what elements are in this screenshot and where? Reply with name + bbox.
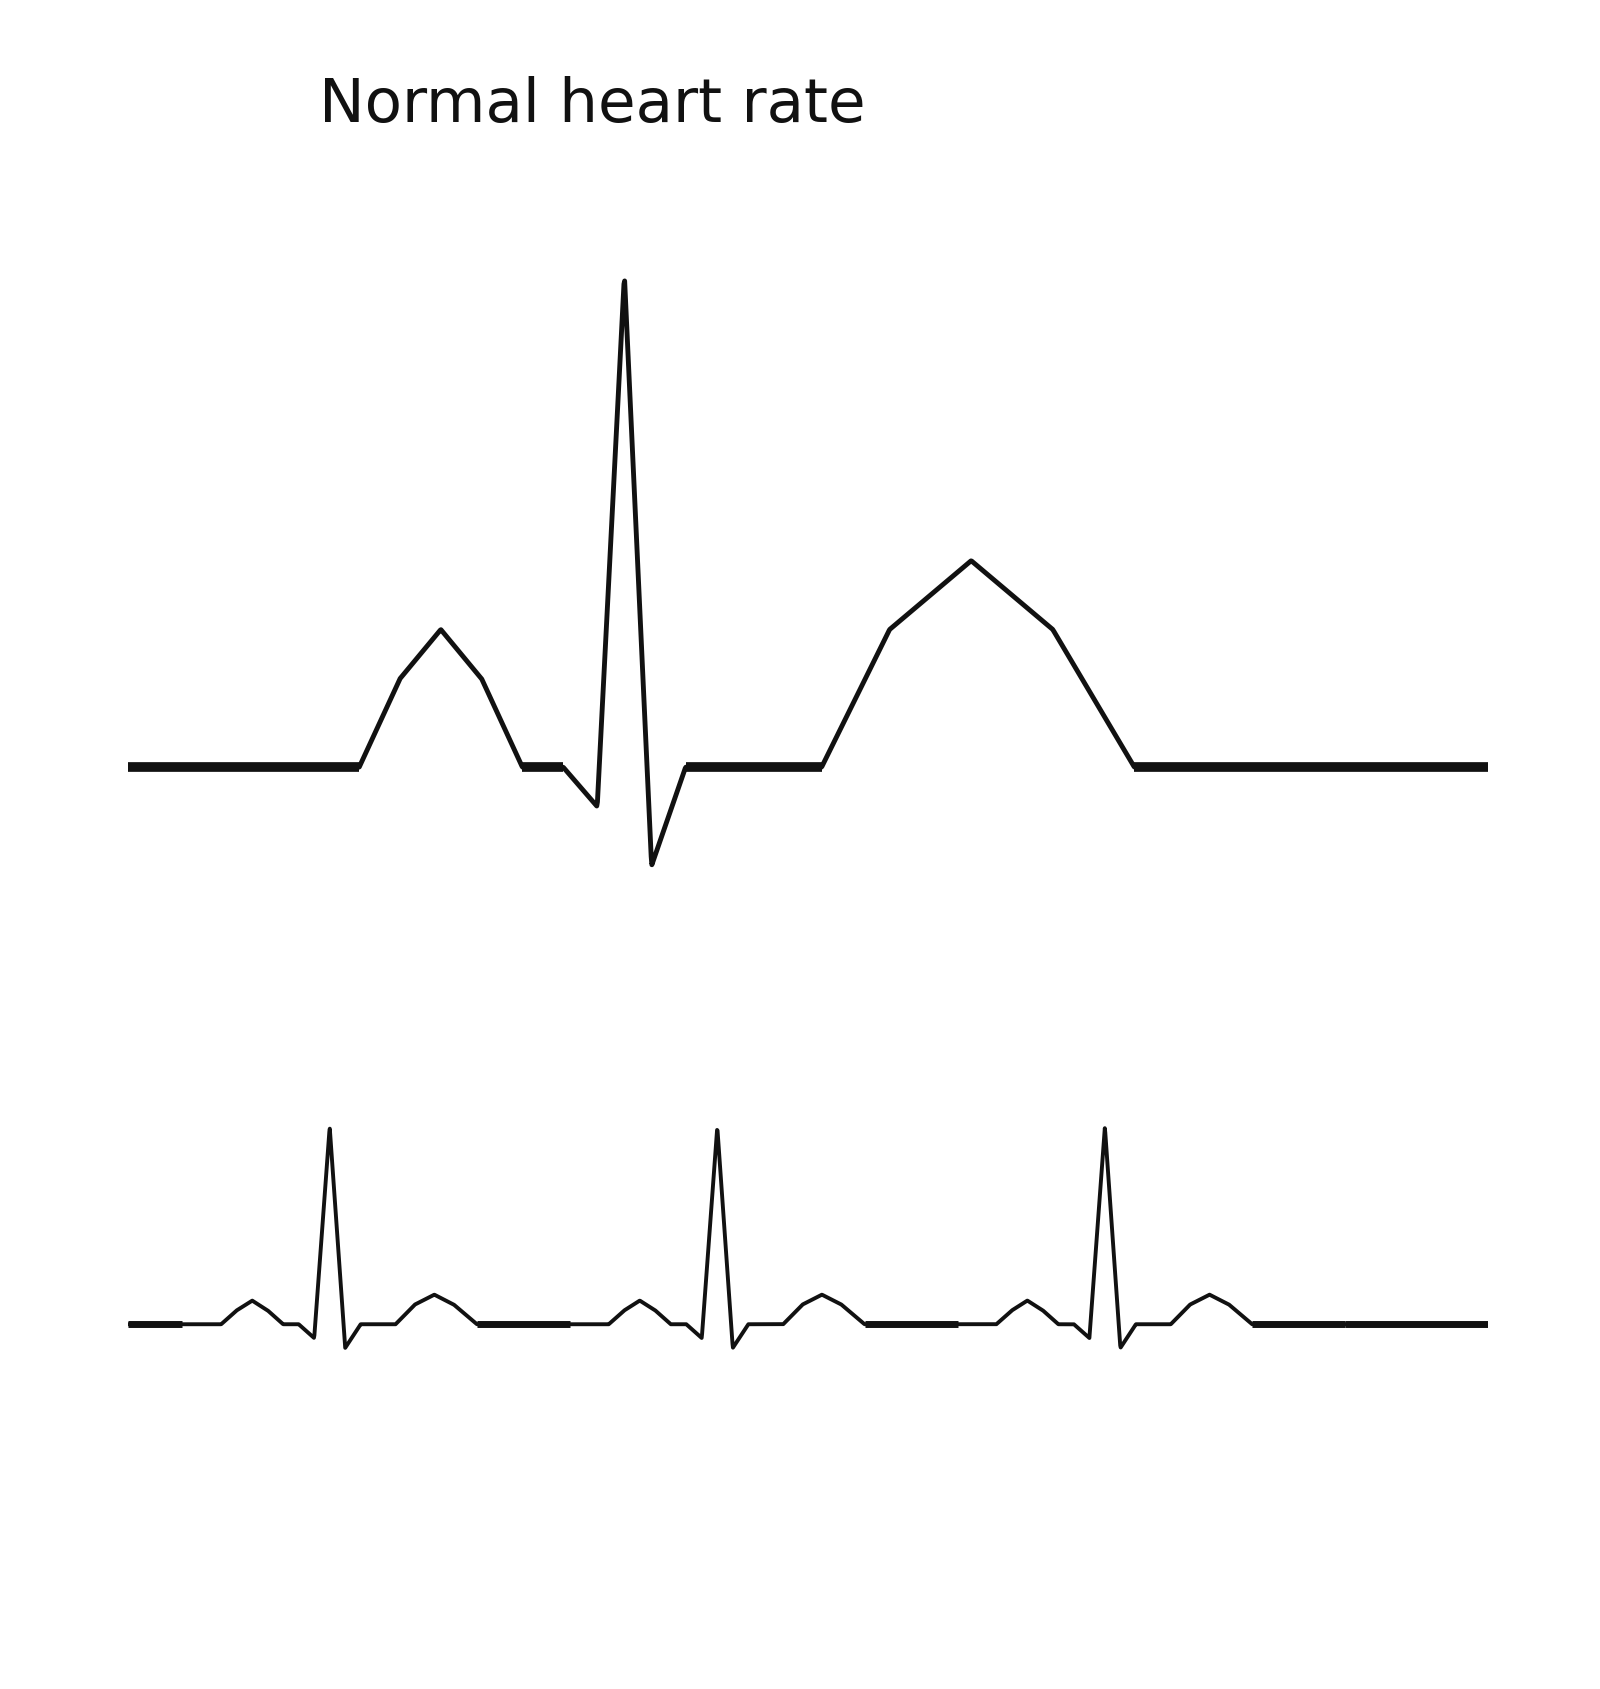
Text: Normal heart rate: Normal heart rate (318, 76, 866, 135)
Text: Cardiology: Cardiology (1125, 69, 1443, 120)
